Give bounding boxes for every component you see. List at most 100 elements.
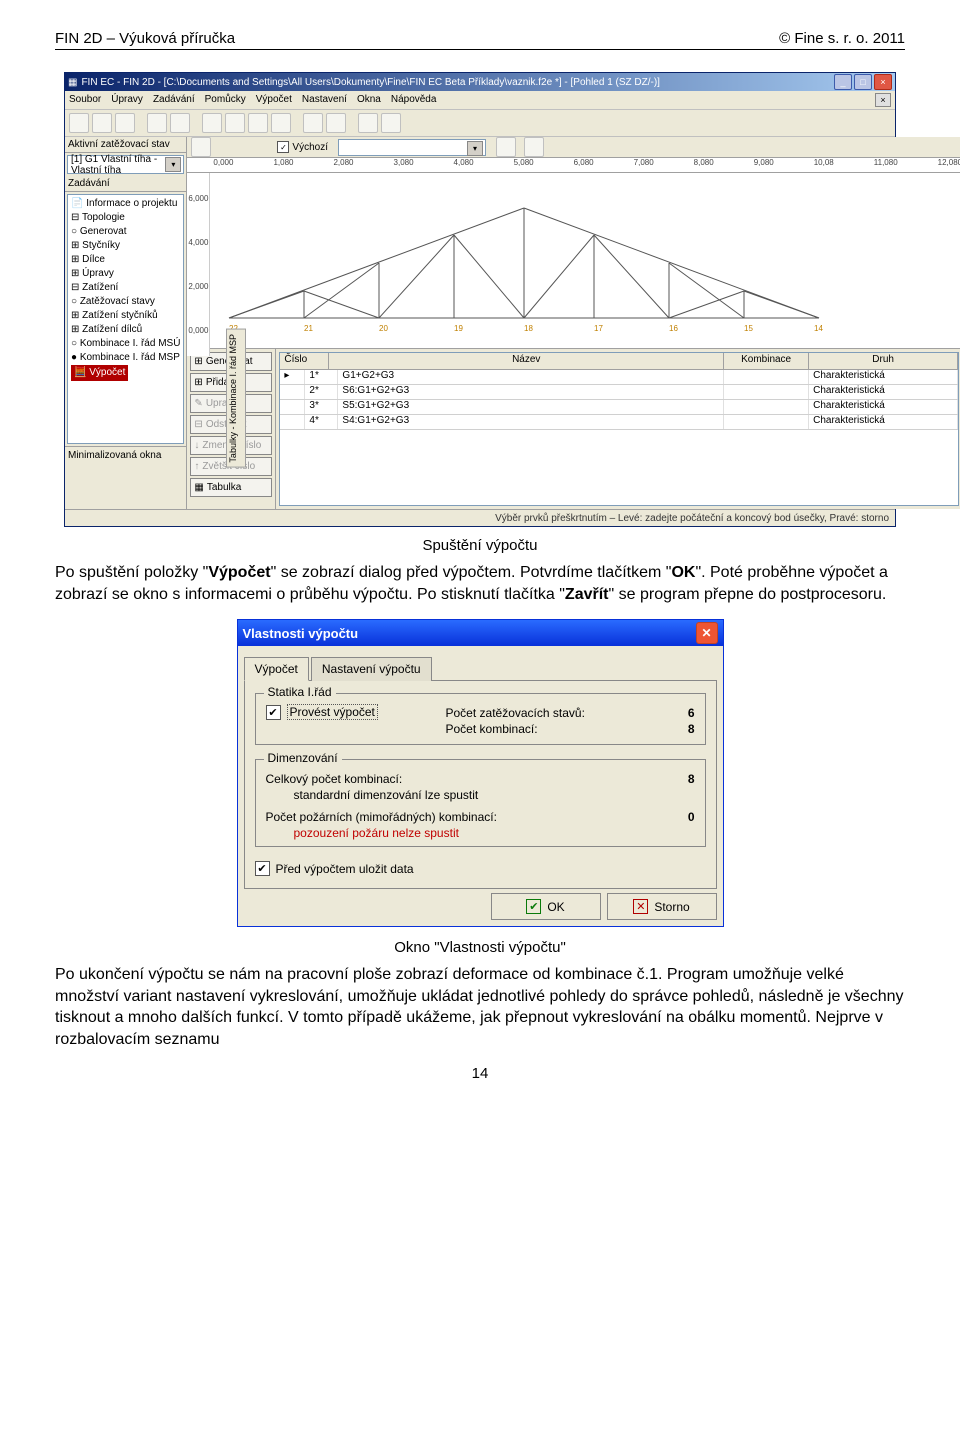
ruler-tick: 3,080 — [394, 158, 414, 172]
side-tab-label[interactable]: Tabulky - Kombinace I. řád MSP — [226, 329, 246, 468]
group-statika-legend: Statika I.řád — [264, 685, 336, 699]
vychozi-label: Výchozí — [292, 142, 328, 153]
tree-item[interactable]: ⊟ Zatížení — [71, 281, 180, 295]
ok-button[interactable]: ✔ OK — [491, 893, 601, 920]
table-row[interactable]: 4* S4:G1+G2+G3 Charakteristická — [280, 415, 958, 430]
col-komb[interactable]: Kombinace — [724, 353, 809, 369]
dialog-close-button[interactable]: ✕ — [696, 622, 718, 644]
vruler-tick: 4,000 — [188, 238, 208, 247]
dim-line3-value: 0 — [675, 810, 695, 824]
min-windows-label: Minimalizovaná okna — [65, 446, 186, 509]
menu-item[interactable]: Soubor — [69, 91, 101, 109]
ruler-tick: 8,080 — [694, 158, 714, 172]
col-nazev[interactable]: Název — [329, 353, 724, 369]
svg-text:15: 15 — [744, 324, 753, 333]
stat1-value: 6 — [675, 706, 695, 720]
tb-redo-icon[interactable] — [170, 113, 190, 133]
max-button[interactable]: □ — [854, 74, 872, 90]
view-icon[interactable] — [191, 137, 211, 157]
storno-button[interactable]: ✕ Storno — [607, 893, 717, 920]
ruler-tick: 7,080 — [634, 158, 654, 172]
tb-gen1-icon[interactable] — [202, 113, 222, 133]
ruler-tick: 2,080 — [333, 158, 353, 172]
table-row[interactable]: 3* S5:G1+G2+G3 Charakteristická — [280, 400, 958, 415]
tb-gen7-icon[interactable] — [358, 113, 378, 133]
tb-new-icon[interactable] — [69, 113, 89, 133]
truss-diagram: 22 21 20 19 18 17 16 15 14 — [209, 173, 839, 348]
ruler-tick: 1,080 — [273, 158, 293, 172]
tree-item[interactable]: ⊞ Styčníky — [71, 239, 180, 253]
svg-text:19: 19 — [454, 324, 463, 333]
close-button[interactable]: × — [874, 74, 892, 90]
tb-gen3-icon[interactable] — [248, 113, 268, 133]
dialog-title: Vlastnosti výpočtu — [243, 626, 696, 641]
tb-gen5-icon[interactable] — [303, 113, 323, 133]
min-button[interactable]: _ — [834, 74, 852, 90]
tree-item[interactable]: ○ Zatěžovací stavy — [71, 295, 180, 309]
tree-item[interactable]: ○ Kombinace I. řád MSÚ — [71, 337, 180, 351]
table-area: ⊞Generovat ⊞Přidat ✎Upravit ⊟Odstranit ↓… — [187, 349, 960, 509]
dim-line3-label: Počet požárních (mimořádných) kombinací: — [266, 810, 497, 824]
dialog-titlebar: Vlastnosti výpočtu ✕ — [238, 620, 723, 646]
tree-item[interactable]: ⊟ Topologie — [71, 211, 180, 225]
menu-item[interactable]: Pomůcky — [205, 91, 246, 109]
vychozi-check[interactable]: ✓ Výchozí — [277, 141, 328, 153]
dialog-window: Vlastnosti výpočtu ✕ Výpočet Nastavení v… — [237, 619, 724, 927]
ruler-tick: 0,000 — [213, 158, 233, 172]
table-row[interactable]: 2* S6:G1+G2+G3 Charakteristická — [280, 385, 958, 400]
tb-undo-icon[interactable] — [147, 113, 167, 133]
dialog-caption: Okno "Vlastnosti výpočtu" — [55, 939, 905, 956]
tree-item[interactable]: ⊞ Dílce — [71, 253, 180, 267]
view-btn1-icon[interactable] — [496, 137, 516, 157]
menu-item[interactable]: Nastavení — [302, 91, 347, 109]
menu-item[interactable]: Úpravy — [111, 91, 143, 109]
tb-open-icon[interactable] — [92, 113, 112, 133]
tree-item[interactable]: ○ Generovat — [71, 225, 180, 239]
tb-gen6-icon[interactable] — [326, 113, 346, 133]
tree-item[interactable]: ⊞ Úpravy — [71, 267, 180, 281]
col-cislo[interactable]: Číslo — [280, 353, 329, 369]
provest-label: Provést výpočet — [287, 704, 378, 720]
ruler-tick: 12,080 — [938, 158, 960, 172]
btn-tabulka[interactable]: ▦Tabulka — [190, 478, 272, 497]
menu-item[interactable]: Výpočet — [256, 91, 292, 109]
tree-item-vypocet[interactable]: 🧮 Výpočet — [71, 365, 128, 381]
menu-item[interactable]: Zadávání — [153, 91, 195, 109]
view-combo[interactable] — [338, 139, 486, 156]
ruler-left: 6,000 4,000 2,000 0,000 — [187, 173, 210, 356]
tb-gen4-icon[interactable] — [271, 113, 291, 133]
tab-nastaveni[interactable]: Nastavení výpočtu — [311, 657, 432, 681]
ruler-tick: 6,080 — [574, 158, 594, 172]
tab-vypocet[interactable]: Výpočet — [244, 657, 309, 681]
checkbox-ulozit[interactable]: ✔ — [255, 861, 270, 876]
ruler-tick: 10,08 — [814, 158, 834, 172]
tree-item[interactable]: ● Kombinace I. řád MSP — [71, 351, 180, 365]
svg-text:21: 21 — [304, 324, 313, 333]
checkbox-provest[interactable]: ✔ — [266, 705, 281, 720]
table-header: Číslo Název Kombinace Druh — [280, 353, 958, 370]
stat1-label: Počet zatěžovacích stavů: — [446, 706, 585, 720]
tree-item[interactable]: 📄 Informace o projektu — [71, 197, 180, 211]
load-state-combo[interactable]: [1] G1 Vlastní tíha - Vlastní tíha — [67, 155, 184, 174]
tree-item[interactable]: ⊞ Zatížení dílců — [71, 323, 180, 337]
menu-item[interactable]: Nápověda — [391, 91, 437, 109]
vruler-tick: 6,000 — [188, 194, 208, 203]
view-btn2-icon[interactable] — [524, 137, 544, 157]
table-row[interactable]: ▸ 1* G1+G2+G3 Charakteristická — [280, 370, 958, 385]
svg-text:14: 14 — [814, 324, 823, 333]
tb-gen2-icon[interactable] — [225, 113, 245, 133]
stat2-value: 8 — [675, 722, 695, 736]
dim-line4: pozouzení požáru nelze spustit — [294, 826, 695, 840]
input-tree[interactable]: 📄 Informace o projektu ⊟ Topologie ○ Gen… — [67, 194, 184, 444]
tree-item[interactable]: ⊞ Zatížení styčníků — [71, 309, 180, 323]
zadavani-label: Zadávání — [65, 176, 186, 192]
col-druh[interactable]: Druh — [809, 353, 958, 369]
dim-line2: standardní dimenzování lze spustit — [294, 788, 695, 802]
tb-save-icon[interactable] — [115, 113, 135, 133]
page-number: 14 — [55, 1065, 905, 1082]
svg-text:18: 18 — [524, 324, 533, 333]
menu-item[interactable]: Okna — [357, 91, 381, 109]
mdi-close[interactable]: × — [875, 93, 891, 107]
ruler-tick: 11,080 — [874, 158, 898, 172]
tb-gen8-icon[interactable] — [381, 113, 401, 133]
